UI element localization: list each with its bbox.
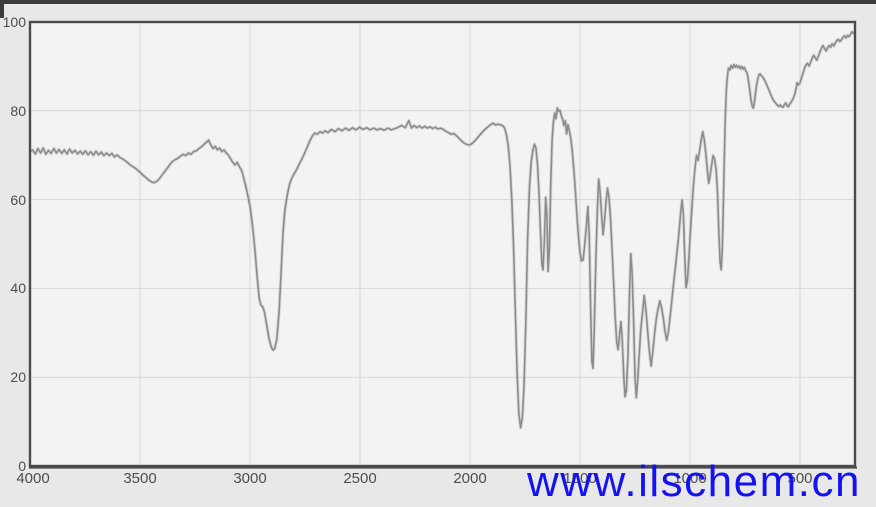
watermark-text: www.ilschem.cn (527, 457, 861, 506)
y-tick-label: 0 (18, 458, 26, 474)
x-tick-label: 4000 (16, 470, 50, 487)
y-tick-label: 40 (10, 280, 26, 297)
top-left-edge-strip (0, 0, 4, 18)
x-tick-label: 2000 (453, 470, 487, 487)
x-tick-label: 3500 (123, 470, 157, 487)
y-tick-label: 20 (10, 369, 26, 386)
x-axis-labels: 4000 3500 3000 2500 2000 1500 1000 500 (0, 470, 876, 492)
y-tick-label: 100 (2, 14, 26, 30)
x-tick-label: 500 (787, 470, 813, 487)
spectrum-curve (29, 30, 856, 429)
x-tick-label: 2500 (343, 470, 377, 487)
y-tick-label: 60 (10, 191, 26, 208)
y-axis-labels: 0 20 40 60 80 100 (0, 0, 27, 507)
plot-border (28, 20, 857, 468)
plot-background (30, 22, 855, 466)
top-edge-strip (0, 0, 876, 4)
y-tick-label: 80 (10, 102, 26, 119)
x-tick-label: 1000 (673, 470, 707, 487)
x-tick-label: 3000 (233, 470, 267, 487)
x-tick-label: 1500 (563, 470, 597, 487)
